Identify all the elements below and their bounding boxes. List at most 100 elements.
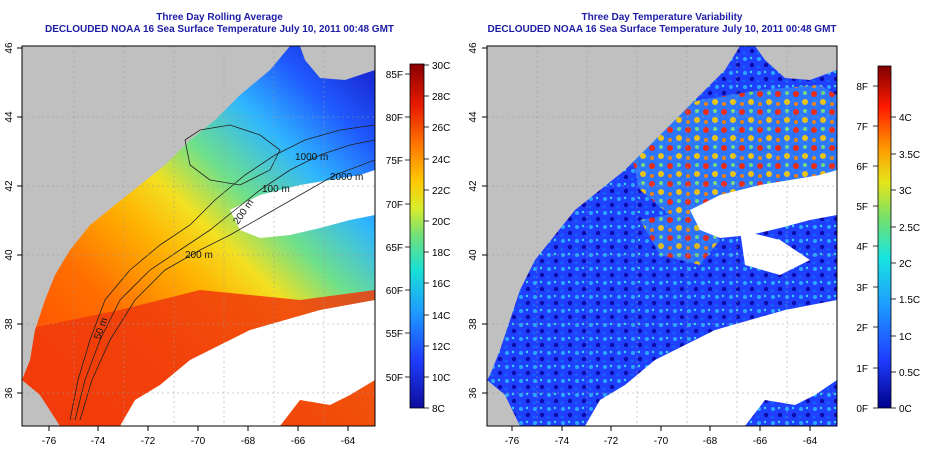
right-clouds-south xyxy=(585,300,837,426)
right-x-axis: -76 -74 -72 -70 -68 -66 -64 xyxy=(505,426,818,447)
left-contour-bank xyxy=(184,124,281,186)
left-contour-200m xyxy=(74,139,375,421)
right-cb-f-8: 8F xyxy=(856,82,868,93)
right-xtick-0: -76 xyxy=(505,436,520,447)
right-cb-f-5: 5F xyxy=(856,202,868,213)
left-ytick-4: 44 xyxy=(4,111,15,123)
left-ytick-3: 42 xyxy=(4,180,15,192)
contour-label-200: 200 m xyxy=(185,250,213,261)
contour-label-100: 100 m xyxy=(262,184,290,195)
left-xtick-0: -76 xyxy=(42,436,57,447)
left-clouds-patch xyxy=(250,200,310,225)
right-cb-c-2: 1C xyxy=(899,332,912,343)
left-gridlines xyxy=(22,46,375,426)
right-cb-f-6: 6F xyxy=(856,162,868,173)
left-cb-c-6: 20C xyxy=(432,217,450,228)
right-clouds-mid xyxy=(690,170,837,238)
right-cb-f-3: 3F xyxy=(856,283,868,294)
left-colorbar-ramp xyxy=(409,63,425,409)
left-ytick-0: 36 xyxy=(4,387,15,399)
left-title-line2: DECLOUDED NOAA 16 Sea Surface Temperatur… xyxy=(44,24,395,35)
right-cb-c-4: 2C xyxy=(899,259,912,270)
left-cb-f-5: 75F xyxy=(386,156,403,167)
left-cb-c-0: 8C xyxy=(432,404,445,415)
left-cb-c-4: 16C xyxy=(432,279,450,290)
right-cb-c-1: 0.5C xyxy=(899,368,920,379)
left-xtick-2: -72 xyxy=(141,436,156,447)
left-contour-1000m xyxy=(79,159,375,421)
left-ytick-2: 40 xyxy=(4,249,15,261)
right-ytick-3: 42 xyxy=(468,180,479,192)
left-cb-c-11: 30C xyxy=(432,61,450,72)
right-title-line2: DECLOUDED NOAA 16 Sea Surface Temperatur… xyxy=(487,24,837,35)
right-cb-f-7: 7F xyxy=(856,122,868,133)
left-land-south xyxy=(22,380,60,426)
right-xtick-5: -66 xyxy=(753,436,768,447)
right-title-line1: Three Day Temperature Variability xyxy=(581,12,743,23)
right-ytick-1: 38 xyxy=(468,318,479,330)
right-cb-c-0: 0C xyxy=(899,404,912,415)
right-land-nova-scotia xyxy=(755,46,837,80)
left-xtick-5: -66 xyxy=(291,436,306,447)
right-cb-c-8: 4C xyxy=(899,113,912,124)
right-colorbar: 0F 1F 2F 3F 4F 5F 6F 7F 8F 0C 0.5C 1C 1.… xyxy=(856,65,920,415)
left-cb-c-1: 10C xyxy=(432,373,450,384)
right-cb-f-1: 1F xyxy=(856,364,868,375)
right-ytick-4: 44 xyxy=(468,111,479,123)
left-cb-c-3: 14C xyxy=(432,311,450,322)
right-cb-c-6: 3C xyxy=(899,186,912,197)
left-cb-f-4: 70F xyxy=(386,200,403,211)
right-y-axis: 36 38 40 42 44 46 xyxy=(468,42,487,399)
left-ytick-5: 46 xyxy=(4,42,15,54)
right-map-frame xyxy=(486,45,838,427)
right-map xyxy=(487,46,837,426)
left-map: 1000 m 2000 m 100 m 200 m 50 m 200 m xyxy=(22,46,375,426)
left-clouds-south xyxy=(120,300,375,426)
left-cb-f-3: 65F xyxy=(386,243,403,254)
right-cb-f-2: 2F xyxy=(856,323,868,334)
right-land-south xyxy=(487,380,520,426)
right-xtick-4: -68 xyxy=(703,436,718,447)
left-land-nova-scotia xyxy=(300,46,375,80)
right-xtick-2: -72 xyxy=(604,436,619,447)
left-land-mainland xyxy=(22,46,290,380)
left-cb-f-0: 50F xyxy=(386,373,403,384)
left-cb-f-7: 85F xyxy=(386,70,403,81)
contour-label-1000: 1000 m xyxy=(295,152,328,163)
right-ytick-0: 36 xyxy=(468,387,479,399)
left-cb-f-6: 80F xyxy=(386,113,403,124)
right-cb-c-5: 2.5C xyxy=(899,223,920,234)
left-cb-c-7: 22C xyxy=(432,186,450,197)
left-ytick-1: 38 xyxy=(4,318,15,330)
right-land-mainland xyxy=(487,46,740,380)
left-cb-c-9: 26C xyxy=(432,123,450,134)
right-xtick-3: -70 xyxy=(654,436,669,447)
right-cb-c-7: 3.5C xyxy=(899,150,920,161)
left-y-axis: 36 38 40 42 44 46 xyxy=(4,42,22,399)
right-cb-c-3: 1.5C xyxy=(899,295,920,306)
left-xtick-4: -68 xyxy=(241,436,256,447)
right-ytick-2: 40 xyxy=(468,249,479,261)
left-cb-c-8: 24C xyxy=(432,155,450,166)
left-title-line1: Three Day Rolling Average xyxy=(156,12,283,23)
right-ytick-5: 46 xyxy=(468,42,479,54)
left-cb-f-1: 55F xyxy=(386,329,403,340)
left-x-axis: -76 -74 -72 -70 -68 -66 -64 xyxy=(42,426,356,447)
left-contour-100m xyxy=(69,124,375,421)
right-colorbar-ramp xyxy=(877,65,892,409)
left-cb-c-10: 28C xyxy=(432,92,450,103)
left-cb-f-2: 60F xyxy=(386,286,403,297)
left-xtick-3: -70 xyxy=(191,436,206,447)
left-colorbar: 50F 55F 60F 65F 70F 75F 80F 85F 8C 10C 1… xyxy=(386,61,451,415)
contour-label-2000: 2000 m xyxy=(330,172,363,183)
left-xtick-6: -64 xyxy=(341,436,356,447)
right-clouds-patch xyxy=(740,230,810,275)
right-gridlines xyxy=(487,46,837,426)
left-cb-c-5: 18C xyxy=(432,248,450,259)
left-xtick-1: -74 xyxy=(91,436,106,447)
right-xtick-6: -64 xyxy=(803,436,818,447)
left-cb-c-2: 12C xyxy=(432,342,450,353)
right-cb-f-0: 0F xyxy=(856,404,868,415)
right-xtick-1: -74 xyxy=(555,436,570,447)
